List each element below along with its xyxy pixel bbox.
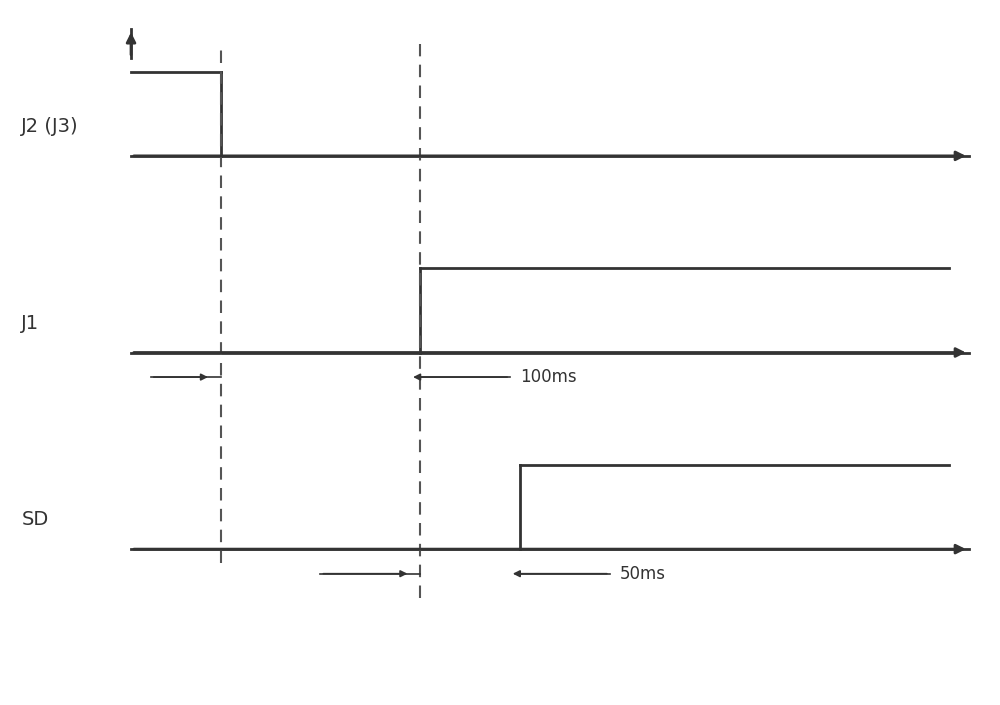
- Text: J1: J1: [21, 314, 39, 333]
- Text: 100ms: 100ms: [520, 368, 577, 386]
- Text: SD: SD: [21, 510, 49, 529]
- Text: 50ms: 50ms: [620, 565, 666, 583]
- Text: J2 (J3): J2 (J3): [21, 117, 79, 136]
